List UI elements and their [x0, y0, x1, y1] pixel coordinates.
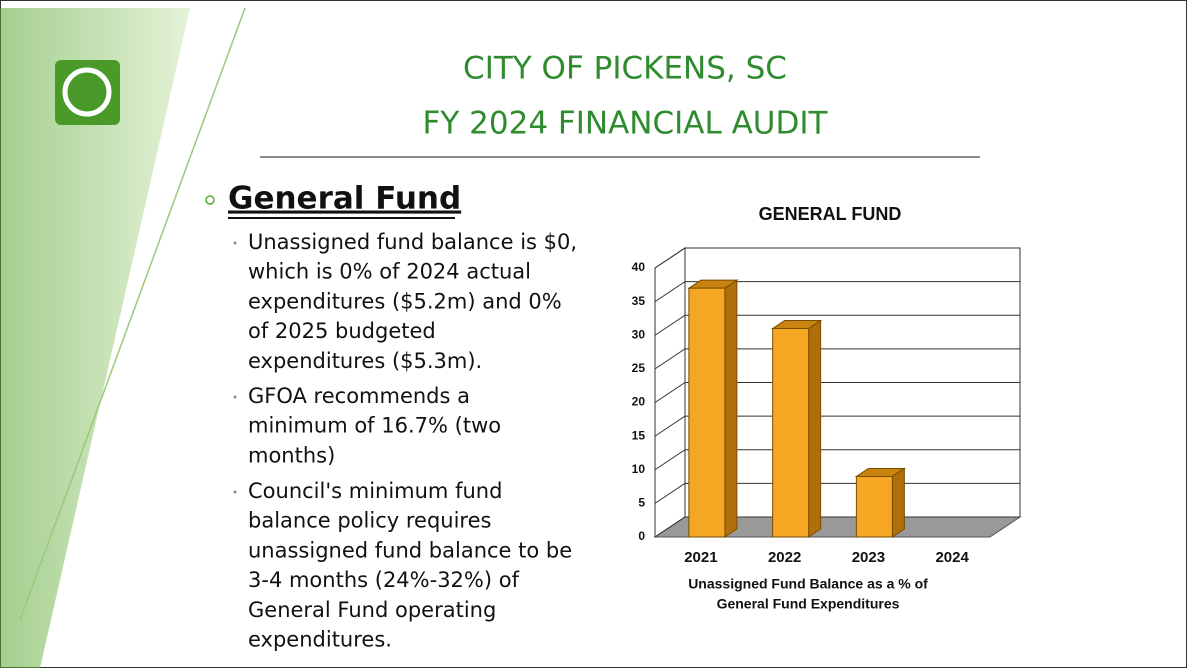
grid-line	[654, 348, 1020, 370]
x-tick-label: 2022	[768, 549, 801, 566]
decoration	[0, 8, 190, 668]
bar	[772, 328, 810, 538]
bar-side	[808, 319, 822, 538]
bullet-text: GFOA recommends a	[248, 384, 470, 408]
x-axis-label: General Fund Expenditures	[717, 596, 900, 612]
bullet-text: of 2025 budgeted	[248, 319, 436, 343]
bullet-dot	[205, 195, 215, 205]
decoration	[19, 7, 246, 621]
bullet-text: Unassigned fund balance is $0,	[248, 230, 577, 254]
heading: General Fund	[228, 181, 461, 217]
grid-line	[654, 482, 1020, 504]
bullet-text: expenditures ($5.2m) and 0%	[248, 289, 562, 313]
x-tick-label: 2023	[852, 549, 885, 566]
chart-title: GENERAL FUND	[759, 204, 902, 224]
bullet-text: which is 0% of 2024 actual	[248, 260, 531, 284]
bullet-text: unassigned fund balance to be	[248, 538, 572, 562]
logo	[62, 67, 112, 117]
grid-line	[654, 516, 1020, 538]
bullet-text: 3-4 months (24%-32%) of	[248, 568, 520, 592]
y-tick-label: 20	[632, 395, 646, 409]
bullet-text: Council's minimum fund	[248, 479, 502, 503]
grid-line	[654, 247, 1020, 269]
y-tick-label: 25	[632, 361, 646, 375]
bullet-text: balance policy requires	[248, 509, 491, 533]
bullet-text: months)	[248, 443, 335, 467]
bullet-dot	[233, 241, 237, 245]
bullet-text: expenditures.	[248, 628, 392, 652]
bullet-text: minimum of 16.7% (two	[248, 414, 501, 438]
bar-side	[724, 279, 738, 538]
bullet-dot	[233, 490, 237, 494]
title: FY 2024 FINANCIAL AUDIT	[423, 106, 829, 142]
y-tick-label: 0	[638, 529, 645, 543]
bullet-dot	[233, 395, 237, 399]
grid-line	[654, 449, 1020, 471]
bar	[688, 287, 726, 538]
y-tick-label: 30	[632, 327, 646, 341]
x-tick-label: 2024	[935, 549, 969, 566]
grid-line	[654, 314, 1020, 336]
y-tick-label: 40	[632, 260, 646, 274]
x-tick-label: 2021	[684, 549, 717, 566]
y-tick-label: 15	[632, 428, 646, 442]
y-tick-label: 10	[632, 462, 646, 476]
y-tick-label: 35	[632, 294, 646, 308]
title: CITY OF PICKENS, SC	[463, 51, 787, 87]
bullet-text: expenditures ($5.3m).	[248, 349, 482, 373]
bar	[855, 475, 893, 538]
x-axis-label: Unassigned Fund Balance as a % of	[688, 576, 928, 592]
y-tick-label: 5	[638, 496, 645, 510]
bullet-text: General Fund operating	[248, 598, 496, 622]
grid-line	[654, 382, 1020, 403]
grid-line	[654, 415, 1020, 437]
grid-line	[654, 281, 1020, 303]
bar-side	[891, 467, 905, 538]
